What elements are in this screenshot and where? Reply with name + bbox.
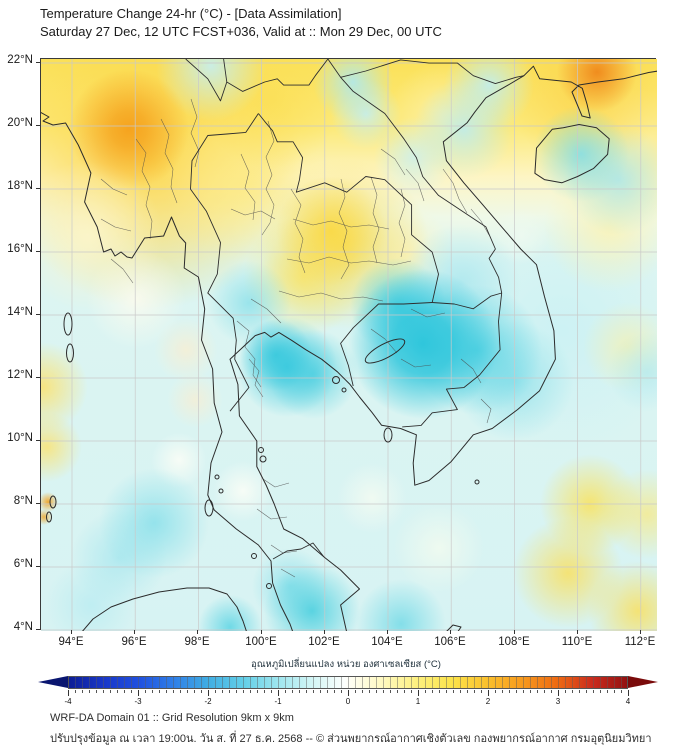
x-tick-label: 96°E [121,636,147,648]
y-tick [36,314,40,315]
colorbar-tick-label: 4 [625,697,631,706]
colorbar-title: อุณหภูมิเปลี่ยนแปลง หน่วย องศาเซลเซียส (… [251,659,441,670]
colorbar-tick-label: -3 [134,697,142,706]
colorbar-tick-label: 0 [345,697,351,706]
page-subtitle: Saturday 27 Dec, 12 UTC FCST+036, Valid … [40,24,442,39]
x-tick [197,630,198,634]
colorbar-tick [488,690,489,696]
y-tick-label: 16°N [7,243,33,255]
y-tick [36,188,40,189]
colorbar-left-arrow [38,676,68,688]
y-tick [36,251,40,252]
province-borders [100,98,492,578]
y-tick [36,566,40,567]
x-tick-label: 112°E [624,636,656,648]
colorbar-tick-label: 3 [555,697,561,706]
y-tick-label: 10°N [7,432,33,444]
gridlines [41,59,657,631]
colorbar-right-arrow [628,676,658,688]
y-tick-label: 14°N [7,306,33,318]
y-tick-label: 6°N [13,558,33,570]
colorbar-tick-label: -4 [64,697,72,706]
y-tick [36,62,40,63]
colorbar-tick-label: 2 [485,697,491,706]
page-title: Temperature Change 24-hr (°C) - [Data As… [40,6,342,21]
colorbar-tick [138,690,139,696]
x-tick-label: 110°E [561,636,593,648]
x-tick [261,630,262,634]
y-tick [36,440,40,441]
colorbar-tick [68,690,69,696]
colorbar-tick [418,690,419,696]
colorbar-tick-label: 1 [415,697,421,706]
map-plot-area [40,58,657,631]
x-tick [640,630,641,634]
x-tick-label: 94°E [58,636,84,648]
x-tick-label: 104°E [371,636,403,648]
y-tick-label: 18°N [7,180,33,192]
y-tick-label: 22°N [7,54,33,66]
x-tick [71,630,72,634]
x-tick [324,630,325,634]
x-tick [134,630,135,634]
x-tick [450,630,451,634]
colorbar-tick [628,690,629,696]
footer-domain-info: WRF-DA Domain 01 :: Grid Resolution 9km … [50,712,294,724]
coastlines [41,65,657,631]
colorbar-tick [348,690,349,696]
colorbar-tick-label: -1 [274,697,282,706]
country-borders [185,59,524,560]
x-tick-label: 106°E [434,636,466,648]
y-tick [36,629,40,630]
colorbar [68,676,628,689]
x-tick-label: 98°E [184,636,210,648]
y-tick [36,503,40,504]
y-tick-label: 4°N [13,621,33,633]
x-tick-label: 100°E [245,636,277,648]
map-overlay-svg [41,59,657,631]
colorbar-tick [558,690,559,696]
footer-agency-info: ปรับปรุงข้อมูล ณ เวลา 19:00น. วัน ส. ที่… [50,733,652,745]
colorbar-tick [278,690,279,696]
x-tick [577,630,578,634]
y-tick [36,125,40,126]
y-tick [36,377,40,378]
x-tick-label: 102°E [308,636,340,648]
x-tick [514,630,515,634]
x-tick-label: 108°E [498,636,530,648]
y-tick-label: 8°N [13,495,33,507]
x-tick [387,630,388,634]
colorbar-tick-label: -2 [204,697,212,706]
colorbar-tick [208,690,209,696]
y-tick-label: 12°N [7,369,33,381]
y-tick-label: 20°N [7,117,33,129]
